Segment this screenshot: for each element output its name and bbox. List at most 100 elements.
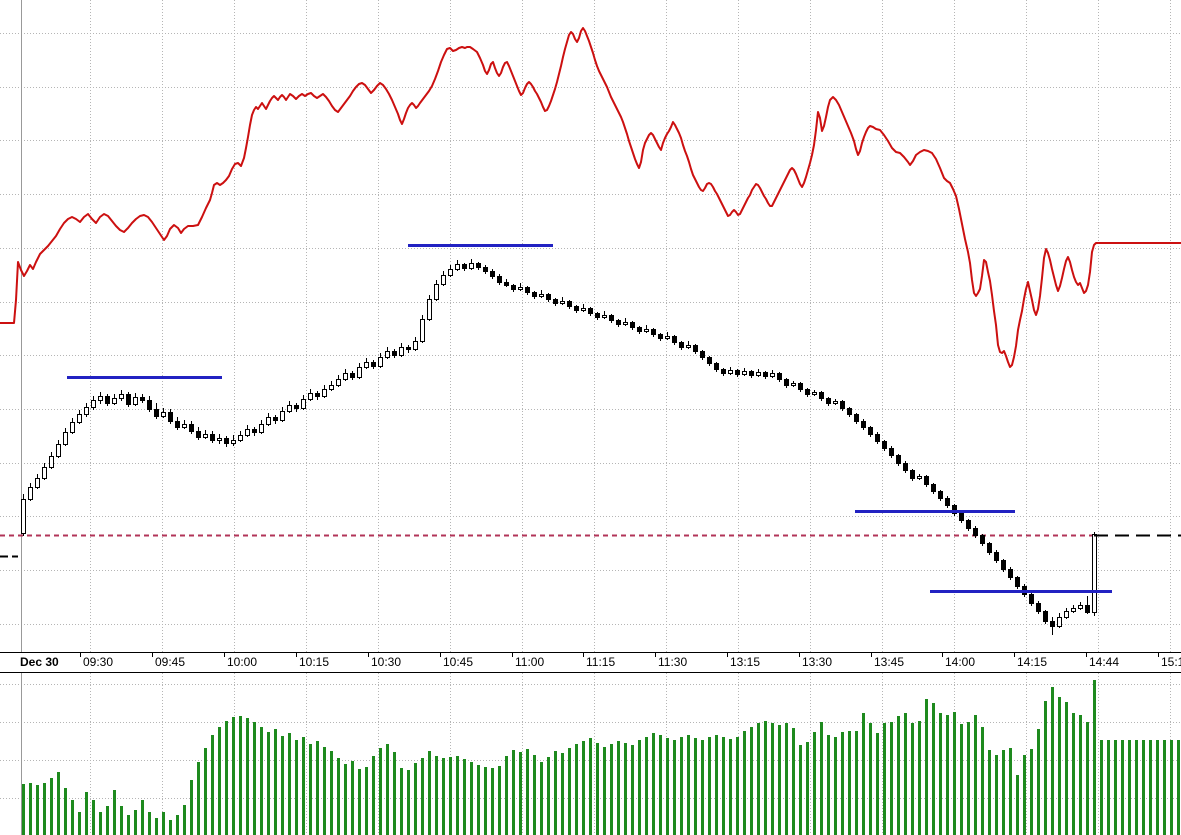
candle-body — [385, 351, 390, 358]
candle — [567, 300, 572, 309]
candle — [490, 269, 495, 279]
candle-body — [238, 435, 243, 441]
volume-bar — [253, 722, 256, 835]
candle-body — [329, 385, 334, 390]
candle-body — [455, 264, 460, 270]
candle-body — [490, 271, 495, 277]
volume-bar — [967, 722, 970, 835]
candle — [658, 333, 663, 341]
candle — [497, 274, 502, 285]
volume-bar — [715, 735, 718, 835]
candle-body — [938, 491, 943, 499]
volume-bar — [624, 743, 627, 835]
candle — [714, 362, 719, 372]
volume-bar — [1093, 680, 1096, 835]
candle-body — [679, 342, 684, 348]
volume-bar — [155, 818, 158, 835]
candle-body — [602, 315, 607, 318]
volume-bar — [862, 713, 865, 835]
candle — [840, 400, 845, 411]
price-pane[interactable] — [0, 0, 1181, 652]
volume-bar — [281, 736, 284, 835]
candle — [938, 490, 943, 501]
time-label: 10:15 — [299, 655, 330, 669]
volume-bar — [680, 737, 683, 835]
candle — [525, 286, 530, 295]
candle-body — [287, 405, 292, 412]
candle — [35, 474, 40, 489]
candle-body — [749, 371, 754, 376]
candle-body — [588, 308, 593, 314]
volume-bar — [743, 731, 746, 835]
candle-body — [294, 405, 299, 409]
candle — [644, 325, 649, 333]
candle-body — [770, 373, 775, 377]
volume-bar — [1163, 740, 1166, 835]
volume-bar — [603, 747, 606, 835]
candle — [749, 370, 754, 378]
volume-bar — [323, 747, 326, 835]
volume-bar — [981, 727, 984, 835]
volume-bar — [113, 790, 116, 835]
volume-bar — [463, 759, 466, 835]
volume-bar — [708, 737, 711, 835]
candle-body — [1085, 605, 1090, 613]
candle — [931, 483, 936, 494]
volume-bar — [785, 723, 788, 835]
candle — [980, 534, 985, 546]
volume-bar — [1009, 748, 1012, 835]
candle — [812, 390, 817, 396]
candle-body — [574, 306, 579, 311]
time-label: 09:45 — [155, 655, 186, 669]
volume-bar — [659, 735, 662, 835]
candle-body — [231, 440, 236, 444]
candle-body — [259, 424, 264, 433]
volume-bar — [190, 780, 193, 835]
date-label: Dec 30 — [20, 655, 59, 669]
candle-body — [336, 379, 341, 386]
time-label: 10:45 — [443, 655, 474, 669]
volume-bar — [456, 756, 459, 835]
candle — [1071, 605, 1076, 613]
time-axis[interactable]: Dec 30 09:30 09:45 10:00 10:15 10:30 10:45 11:0… — [0, 652, 1181, 673]
volume-bar — [43, 783, 46, 835]
candle-body — [1001, 560, 1006, 570]
candle — [588, 307, 593, 316]
candle-body — [203, 434, 208, 438]
volume-bar — [1170, 740, 1173, 835]
volume-bar — [946, 715, 949, 835]
candle-body — [1092, 534, 1097, 613]
candle — [910, 469, 915, 481]
candle — [252, 427, 257, 436]
candle-body — [406, 347, 411, 350]
candle — [504, 279, 509, 287]
volume-bar — [799, 745, 802, 835]
candle-body — [959, 513, 964, 521]
candle-body — [973, 528, 978, 536]
candle-body — [665, 336, 670, 339]
candle — [546, 293, 551, 302]
volume-bar — [792, 728, 795, 835]
volume-pane[interactable] — [0, 673, 1181, 835]
candle-body — [140, 397, 145, 401]
candle — [966, 519, 971, 531]
time-axis-tick — [440, 653, 441, 657]
candle-body — [210, 434, 215, 441]
volume-bar — [722, 737, 725, 835]
candle-body — [224, 438, 229, 444]
time-label: 13:15 — [730, 655, 761, 669]
candle — [182, 420, 187, 429]
candle-body — [476, 263, 481, 268]
candle-body — [441, 275, 446, 285]
candle — [805, 388, 810, 397]
candle — [189, 421, 194, 434]
volume-bar — [750, 727, 753, 835]
candle-body — [889, 448, 894, 456]
candle-body — [1008, 569, 1013, 578]
candle-body — [805, 389, 810, 395]
candle-body — [1043, 611, 1048, 622]
volume-bar — [561, 753, 564, 835]
volume-bar — [666, 738, 669, 835]
time-axis-tick — [655, 653, 656, 657]
candle — [518, 283, 523, 291]
